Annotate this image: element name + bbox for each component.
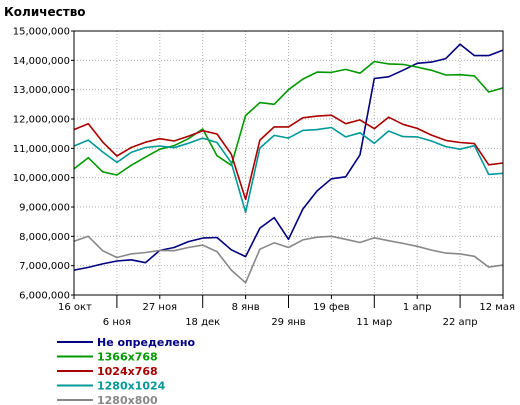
y-tick-label: 13,000,000	[13, 85, 70, 96]
series-line	[73, 114, 504, 201]
x-tick-label: 12 мая	[479, 302, 515, 313]
y-axis-ticks: 6,000,000 7,000,000 8,000,000 9,000,000 10,0…	[13, 27, 74, 302]
legend-label: 1280x1024	[97, 380, 166, 393]
y-tick-label: 9,000,000	[19, 203, 70, 214]
series-lines	[73, 43, 504, 284]
series-line	[73, 126, 504, 214]
y-tick-label: 14,000,000	[13, 56, 70, 67]
x-tick-label: 16 окт	[58, 302, 92, 313]
x-tick-label: 18 дек	[185, 317, 220, 328]
x-tick-label: 6 ноя	[103, 317, 131, 328]
x-tick-label: 27 ноя	[143, 302, 178, 313]
plot-area	[73, 30, 504, 296]
x-tick-label: 8 янв	[232, 302, 260, 313]
series-line	[73, 235, 504, 284]
y-axis-title: Количество	[4, 5, 86, 19]
y-tick-label: 11,000,000	[13, 144, 70, 155]
legend-label: 1024x768	[97, 365, 158, 378]
x-tick-label: 22 апр	[443, 317, 478, 328]
legend-label: 1366x768	[97, 351, 158, 364]
x-axis-ticks: 16 окт 6 ноя 27 ноя 18 дек 8 янв 29 янв 19 фев…	[58, 295, 515, 328]
series-line	[73, 60, 504, 176]
y-tick-label: 7,000,000	[19, 261, 70, 272]
series-line	[73, 43, 504, 271]
y-tick-label: 12,000,000	[13, 115, 70, 126]
y-tick-label: 6,000,000	[19, 291, 70, 302]
y-tick-label: 8,000,000	[19, 232, 70, 243]
legend-label: Не определено	[97, 336, 195, 349]
y-tick-label: 10,000,000	[13, 173, 70, 184]
x-tick-label: 19 фев	[313, 302, 350, 313]
grid	[74, 31, 503, 295]
x-tick-label: 29 янв	[271, 317, 305, 328]
legend-label: 1280x800	[97, 394, 158, 405]
x-tick-label: 1 апр	[403, 302, 432, 313]
y-tick-label: 15,000,000	[13, 27, 70, 38]
x-tick-label: 11 мар	[356, 317, 392, 328]
